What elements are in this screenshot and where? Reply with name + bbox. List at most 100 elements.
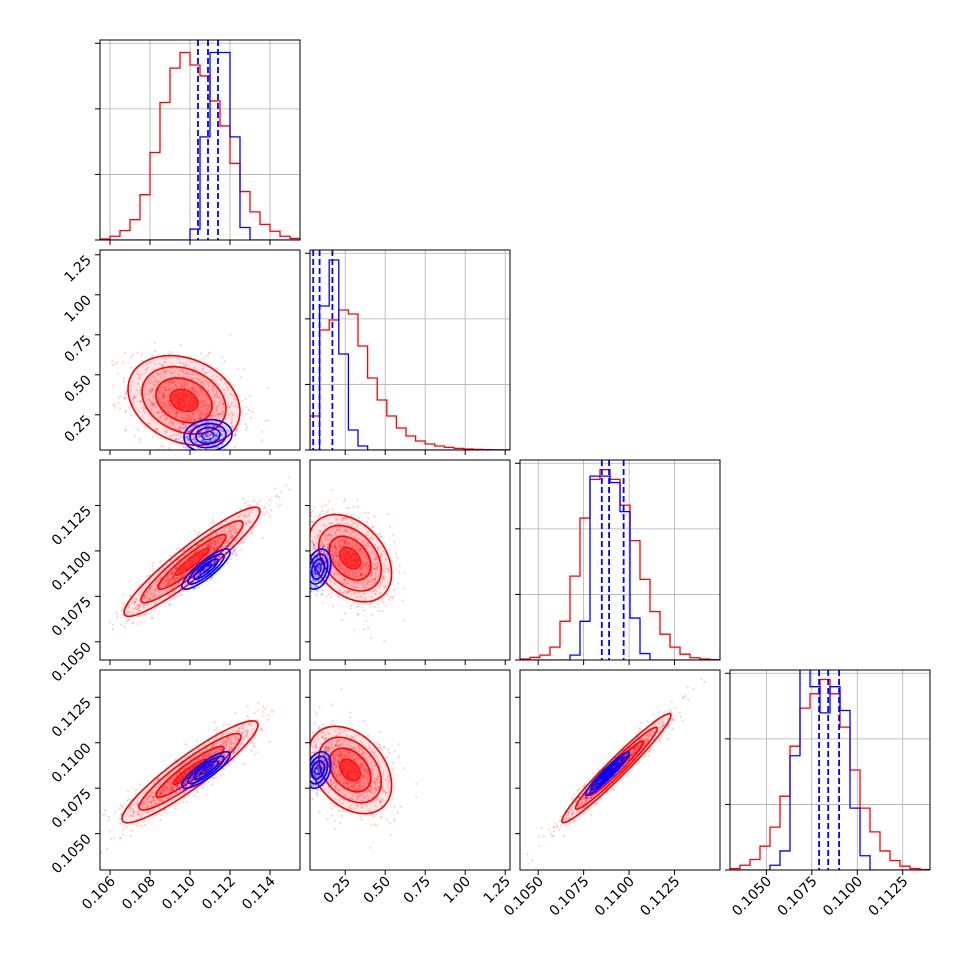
y-tick-label: 1.00	[61, 292, 94, 325]
scatter-point	[132, 396, 135, 399]
scatter-point	[213, 563, 216, 566]
scatter-point	[206, 397, 209, 400]
scatter-point	[222, 410, 225, 413]
scatter-point	[157, 397, 160, 400]
scatter-point	[215, 538, 218, 541]
scatter-point	[350, 514, 353, 518]
scatter-point	[173, 439, 176, 442]
scatter-point	[145, 387, 148, 390]
scatter-point	[216, 446, 219, 449]
histogram-panel-1	[305, 249, 511, 455]
scatter-point	[219, 451, 221, 453]
scatter-point	[144, 613, 147, 616]
scatter-point	[190, 388, 194, 391]
scatter-point	[212, 424, 215, 427]
scatter-point	[364, 599, 367, 602]
scatter-point	[199, 435, 202, 438]
scatter-point	[327, 542, 330, 545]
scatter-point	[198, 443, 201, 446]
scatter-point	[150, 403, 153, 406]
scatter-point	[343, 569, 346, 572]
series-b-density	[310, 542, 340, 601]
scatter-point	[212, 548, 215, 551]
scatter-point	[205, 424, 208, 427]
scatter-point	[150, 597, 153, 600]
scatter-point	[145, 611, 149, 614]
scatter-point	[358, 574, 362, 577]
scatter-point	[359, 566, 362, 569]
scatter-point	[229, 529, 232, 532]
scatter-point	[157, 380, 160, 383]
scatter-point	[151, 616, 154, 620]
scatter-point	[362, 586, 365, 589]
scatter-point	[183, 573, 186, 576]
scatter-point	[205, 413, 208, 417]
scatter-point	[175, 577, 178, 580]
scatter-point	[249, 416, 252, 420]
scatter-point	[230, 420, 233, 423]
series-a-density	[110, 334, 270, 453]
scatter-point	[245, 425, 249, 429]
scatter-point	[170, 421, 173, 424]
scatter-point	[334, 532, 337, 535]
scatter-point	[152, 584, 155, 588]
scatter-point	[219, 428, 222, 431]
scatter-point	[208, 432, 211, 435]
scatter-point	[398, 571, 401, 574]
scatter-point	[112, 384, 115, 387]
scatter-point	[194, 440, 197, 444]
scatter-point	[168, 420, 171, 423]
scatter-point	[161, 363, 164, 366]
scatter-point	[136, 351, 139, 354]
scatter-point	[177, 358, 180, 361]
scatter-point	[353, 535, 356, 538]
scatter-point	[341, 545, 344, 548]
scatter-point	[194, 442, 197, 445]
scatter-point	[217, 539, 220, 542]
scatter-point	[125, 612, 128, 615]
scatter-point	[215, 533, 218, 536]
scatter-point	[175, 438, 178, 441]
scatter-point	[329, 595, 332, 598]
scatter-point	[209, 545, 212, 548]
scatter-point	[220, 444, 223, 448]
scatter-point	[221, 356, 224, 359]
scatter-point	[188, 416, 191, 419]
scatter-point	[337, 558, 340, 561]
scatter-point	[144, 393, 147, 396]
scatter-point	[233, 548, 236, 551]
scatter-point	[228, 527, 231, 530]
scatter-point	[230, 533, 234, 536]
scatter-point	[158, 397, 161, 400]
scatter-point	[175, 576, 178, 579]
scatter-point	[361, 569, 364, 572]
scatter-point	[168, 355, 171, 358]
scatter-point	[215, 390, 218, 393]
scatter-point	[203, 569, 206, 573]
scatter-point	[211, 547, 214, 551]
scatter-point	[219, 378, 222, 381]
scatter-point	[216, 435, 219, 438]
scatter-point	[190, 548, 193, 551]
scatter-point	[370, 613, 373, 616]
scatter-point	[159, 445, 163, 448]
scatter-point	[213, 429, 216, 432]
scatter-point	[314, 547, 317, 550]
scatter-point	[229, 524, 232, 527]
scatter-point	[382, 576, 385, 579]
scatter-point	[208, 428, 211, 431]
scatter-point	[359, 547, 362, 550]
scatter-point	[153, 381, 156, 384]
scatter-point	[243, 541, 246, 544]
scatter-point	[197, 575, 200, 578]
scatter-point	[352, 572, 355, 575]
scatter-point	[387, 569, 390, 572]
scatter-point	[199, 388, 202, 391]
scatter-point	[201, 410, 204, 413]
scatter-point	[174, 384, 178, 387]
scatter-point	[330, 570, 333, 574]
scatter-point	[371, 526, 374, 529]
scatter-point	[156, 578, 160, 581]
scatter-point	[363, 592, 366, 595]
scatter-point	[338, 559, 341, 562]
